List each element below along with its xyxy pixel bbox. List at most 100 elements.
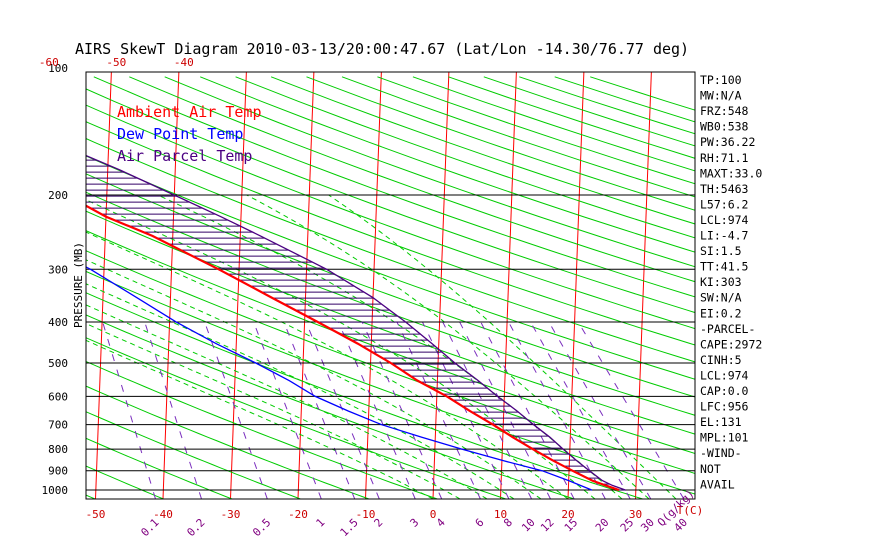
- index-item: MPL:101: [700, 431, 749, 445]
- index-item: CINH:5: [700, 353, 742, 367]
- dry-adiabat-line: [86, 155, 695, 380]
- mixing-ratio-line: [459, 321, 551, 499]
- moist-adiabat-line: [86, 199, 596, 499]
- sounding-series: [86, 154, 626, 492]
- mixing-ratio-tick-label: 6: [473, 516, 487, 530]
- index-item: L57:6.2: [700, 197, 748, 211]
- mixing-ratio-line: [548, 321, 652, 499]
- bottom-temp-tick-label: -10: [356, 508, 376, 521]
- index-item: LCL:974: [700, 213, 749, 227]
- dry-adiabat-line: [86, 250, 695, 475]
- mixing-ratio-line: [508, 321, 606, 499]
- isotherm-line: [635, 72, 652, 499]
- isotherm-line: [432, 72, 450, 499]
- dry-adiabat-line: [86, 138, 695, 363]
- y-axis-label: PRESSURE (MB): [72, 242, 85, 328]
- legend-air-parcel-temp: Air Parcel Temp: [117, 147, 252, 165]
- index-item: EI:0.2: [700, 306, 742, 320]
- moist-adiabat-line: [246, 194, 650, 499]
- pressure-tick-label: 900: [48, 465, 68, 478]
- pressure-tick-label: 1000: [42, 484, 69, 497]
- mixing-ratio-tick-label: 10: [519, 516, 538, 535]
- dry-adiabat-line: [86, 230, 695, 455]
- mixing-ratio-tick-label: 4: [434, 516, 448, 530]
- dry-adiabat-line: [86, 173, 695, 398]
- index-item: WB0:538: [700, 120, 749, 134]
- pressure-tick-label: 500: [48, 357, 68, 370]
- pressure-tick-label: 100: [48, 62, 68, 75]
- moist-adiabat-line: [86, 259, 542, 499]
- mixing-ratio-tick-label: 8: [501, 516, 515, 530]
- index-item: TH:5463: [700, 182, 749, 196]
- mixing-ratio-line: [337, 321, 416, 499]
- legend: Ambient Air Temp Dew Point Temp Air Parcel…: [117, 103, 262, 165]
- top-temp-tick-label: -60: [39, 56, 59, 69]
- index-item: CAP:0.0: [700, 384, 749, 398]
- dry-adiabat-line: [86, 270, 695, 495]
- dry-adiabat-line: [235, 76, 695, 239]
- index-item: AVAIL: [700, 477, 735, 491]
- dry-adiabat-line: [86, 465, 164, 499]
- index-item: LFC:956: [700, 400, 749, 414]
- air-parcel-temp-line: [86, 154, 626, 491]
- moist-adiabat-line: [86, 323, 461, 499]
- dry-adiabat-line: [86, 292, 643, 499]
- isotherm-line: [297, 72, 315, 499]
- mixing-ratio-line: [577, 321, 685, 499]
- index-item: MW:N/A: [700, 89, 742, 103]
- index-item: CAPE:2972: [700, 337, 762, 351]
- dry-adiabat-line: [341, 76, 695, 198]
- index-item: -PARCEL-: [700, 322, 755, 336]
- dry-adiabat-line: [86, 210, 695, 435]
- mixing-ratio-line: [361, 321, 443, 499]
- mixing-ratio-tick-label: 0.2: [184, 516, 207, 539]
- moist-adiabat-line: [328, 194, 677, 499]
- isotherm-line: [28, 72, 44, 499]
- dew-point-temp-line: [86, 266, 593, 491]
- dry-adiabat-line: [86, 437, 233, 499]
- index-item: KI:303: [700, 275, 742, 289]
- pressure-tick-label: 300: [48, 263, 68, 276]
- mixing-ratio-tick-label: 2: [372, 516, 386, 530]
- index-item: NOT: [700, 462, 721, 476]
- ambient-air-temp-line: [86, 204, 620, 492]
- isotherm-line: [567, 72, 585, 499]
- bottom-temp-tick-label: -50: [86, 508, 106, 521]
- isotherm-line: [230, 72, 247, 499]
- pressure-tick-label: 600: [48, 390, 68, 403]
- index-item: SI:1.5: [700, 244, 742, 258]
- dry-adiabat-line: [86, 360, 438, 499]
- mixing-ratio-line: [253, 321, 322, 499]
- dry-adiabat-line: [164, 76, 695, 268]
- pressure-tick-label: 800: [48, 443, 68, 456]
- mixing-ratio-tick-label: 20: [593, 516, 612, 535]
- cape-hatching: [86, 159, 626, 491]
- index-item: LI:-4.7: [700, 229, 749, 243]
- dry-adiabat-line: [86, 191, 695, 416]
- isotherm-line: [95, 72, 112, 499]
- moist-adiabat-line: [86, 283, 515, 499]
- mixing-ratio-line: [144, 321, 203, 499]
- dry-adiabat-line: [86, 104, 695, 330]
- bottom-temp-tick-label: -40: [153, 508, 173, 521]
- index-item: -WIND-: [700, 446, 742, 460]
- index-item: PW:36.22: [700, 135, 755, 149]
- pressure-tick-label: 200: [48, 189, 68, 202]
- index-item: FRZ:548: [700, 104, 749, 118]
- isotherm-line: [365, 72, 382, 499]
- mixing-ratio-line: [422, 321, 510, 499]
- dry-adiabat-line: [129, 76, 695, 283]
- index-item: SW:N/A: [700, 291, 742, 305]
- plot-frame: [85, 71, 696, 500]
- mixing-ratio-line: [530, 321, 631, 499]
- chart-title: AIRS SkewT Diagram 2010-03-13/20:00:47.6…: [75, 40, 689, 58]
- index-item: TT:41.5: [700, 260, 748, 274]
- moist-adiabat-line: [86, 339, 434, 499]
- top-temp-tick-label: -50: [106, 56, 126, 69]
- dry-adiabat-line: [86, 385, 370, 499]
- bottom-temp-tick-label: 0: [430, 508, 437, 521]
- bottom-temp-tick-label: 20: [561, 508, 574, 521]
- temp-unit-label: T(C): [677, 504, 704, 517]
